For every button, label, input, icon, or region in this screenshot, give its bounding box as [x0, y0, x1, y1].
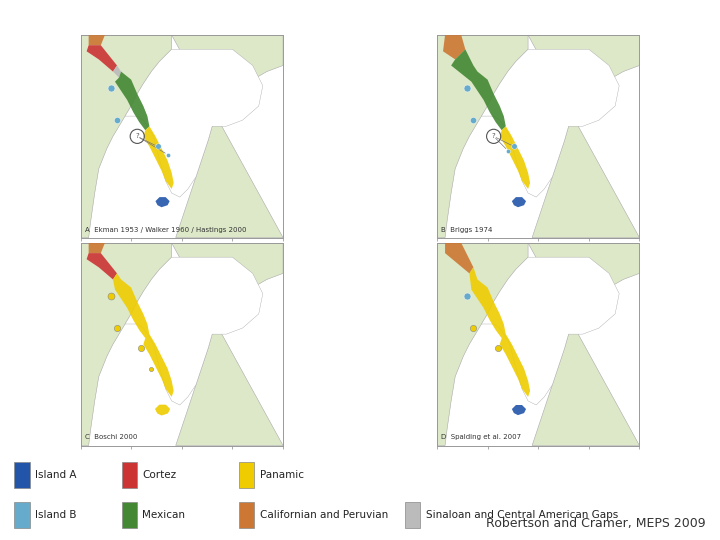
Text: Cortez: Cortez	[143, 470, 176, 480]
Polygon shape	[113, 273, 174, 397]
Polygon shape	[482, 49, 619, 197]
Polygon shape	[156, 197, 170, 207]
Text: ?: ?	[135, 133, 139, 139]
Polygon shape	[437, 243, 528, 446]
Polygon shape	[156, 405, 170, 415]
Text: Island B: Island B	[35, 510, 76, 520]
Polygon shape	[89, 243, 105, 253]
Polygon shape	[171, 243, 283, 446]
Text: Californian and Peruvian: Californian and Peruvian	[260, 510, 388, 520]
Polygon shape	[86, 45, 117, 71]
Bar	[14, 502, 30, 528]
Polygon shape	[125, 49, 263, 197]
Bar	[14, 462, 30, 488]
Polygon shape	[512, 405, 526, 415]
Polygon shape	[512, 197, 526, 207]
Text: C  Boschi 2000: C Boschi 2000	[84, 435, 137, 441]
Polygon shape	[469, 267, 530, 397]
Polygon shape	[143, 126, 174, 189]
Polygon shape	[81, 243, 171, 446]
Bar	[122, 462, 137, 488]
Polygon shape	[86, 253, 117, 280]
Text: Sinaloan and Central American Gaps: Sinaloan and Central American Gaps	[426, 510, 618, 520]
Polygon shape	[115, 71, 150, 130]
Text: Panamic: Panamic	[260, 470, 304, 480]
Bar	[239, 462, 254, 488]
Text: Mexican: Mexican	[143, 510, 185, 520]
Polygon shape	[171, 35, 283, 238]
Text: B  Briggs 1974: B Briggs 1974	[441, 227, 492, 233]
Bar	[405, 502, 420, 528]
Polygon shape	[500, 126, 530, 189]
Polygon shape	[482, 257, 619, 405]
Polygon shape	[528, 35, 639, 238]
Bar	[122, 502, 137, 528]
Text: D  Spalding et al. 2007: D Spalding et al. 2007	[441, 435, 521, 441]
Polygon shape	[437, 35, 528, 238]
Polygon shape	[125, 257, 263, 405]
Polygon shape	[81, 35, 171, 238]
Text: Robertson and Cramer, MEPS 2009: Robertson and Cramer, MEPS 2009	[486, 517, 706, 530]
Polygon shape	[451, 49, 506, 130]
Text: Island A: Island A	[35, 470, 76, 480]
Text: ?: ?	[492, 133, 495, 139]
Polygon shape	[113, 65, 121, 78]
Polygon shape	[89, 35, 105, 45]
Polygon shape	[528, 243, 639, 446]
Bar	[239, 502, 254, 528]
Polygon shape	[443, 35, 465, 59]
Text: Biogeographical regions of the world: problems at small scales: Biogeographical regions of the world: pr…	[130, 8, 590, 22]
Text: A  Ekman 1953 / Walker 1960 / Hastings 2000: A Ekman 1953 / Walker 1960 / Hastings 20…	[85, 227, 246, 233]
Polygon shape	[445, 243, 474, 273]
